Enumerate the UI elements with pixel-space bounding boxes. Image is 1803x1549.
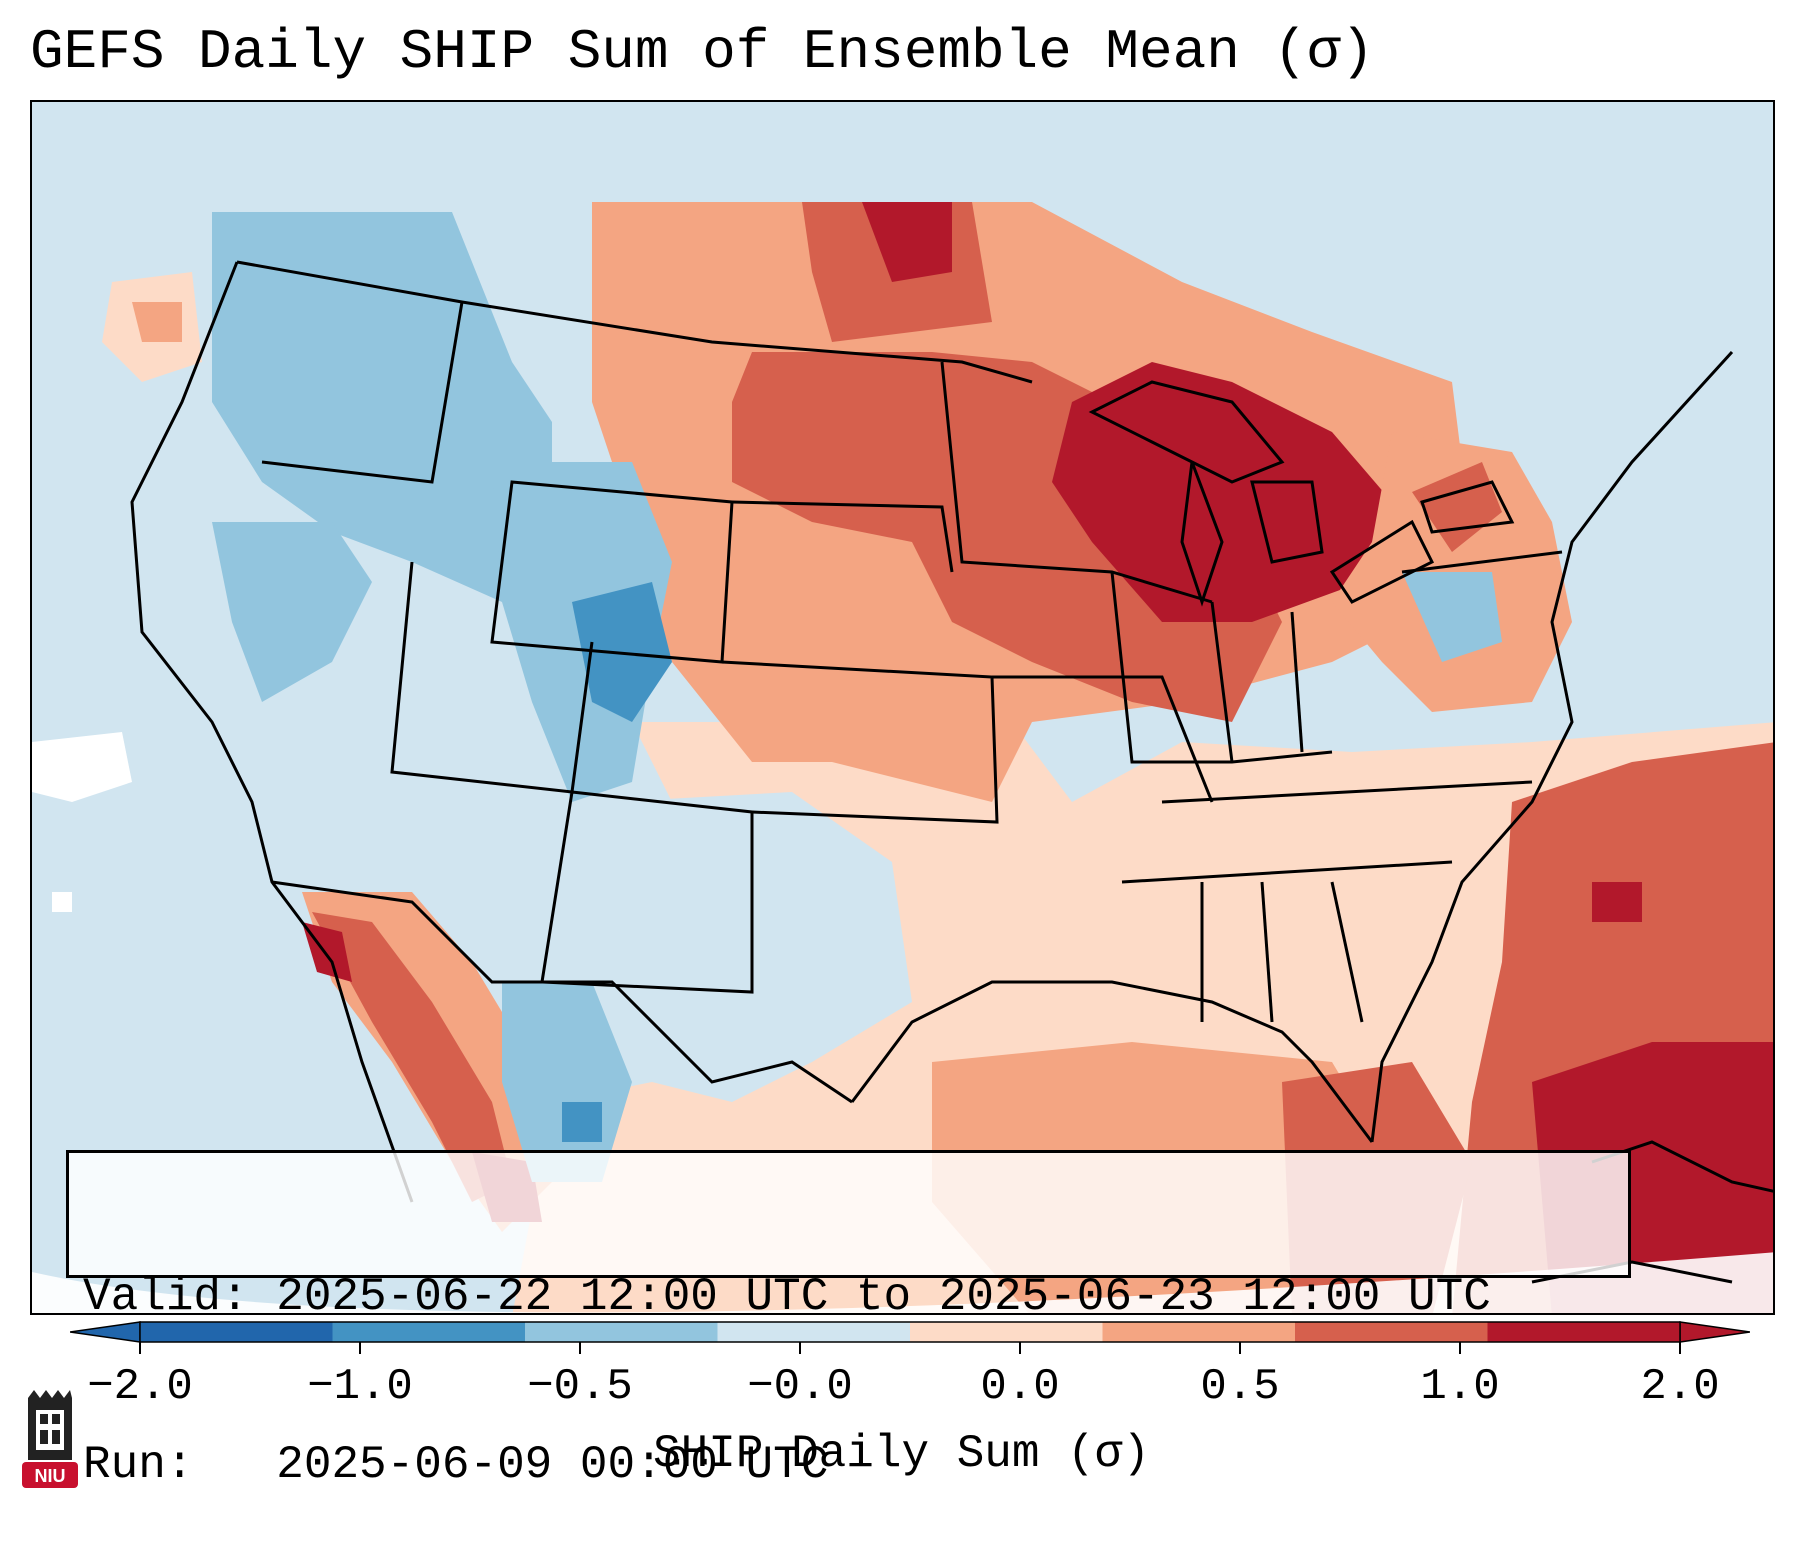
colorbar-extend-high <box>1679 1321 1750 1343</box>
colorbar-tick-label: 0.0 <box>980 1362 1060 1412</box>
colorbar-tick-label: −0.0 <box>747 1362 853 1412</box>
colorbar-outline <box>139 1321 1681 1343</box>
colorbar-tick-label: 2.0 <box>1640 1362 1720 1412</box>
colorbar-tick-label: 0.5 <box>1200 1362 1280 1412</box>
colorbar-tick-label: −2.0 <box>87 1362 193 1412</box>
niu-logo: NIU <box>22 1390 78 1488</box>
colorbar-label: SHIP Daily Sum (σ) <box>653 1428 1150 1480</box>
colorbar-tick-label: 1.0 <box>1420 1362 1500 1412</box>
colorbar-segment <box>1102 1322 1295 1342</box>
valid-run-info-box: Valid: 2025-06-22 12:00 UTC to 2025-06-2… <box>66 1150 1631 1491</box>
chart-title: GEFS Daily SHIP Sum of Ensemble Mean (σ) <box>30 20 1375 84</box>
colorbar-extend-low <box>70 1321 141 1343</box>
colorbar-tick-label: −1.0 <box>307 1362 413 1412</box>
colorbar-segment <box>717 1322 910 1342</box>
colorbar-segment <box>910 1322 1103 1342</box>
logo-text: NIU <box>35 1466 66 1486</box>
colorbar-segment <box>525 1322 718 1342</box>
colorbar-segment <box>140 1322 333 1342</box>
colorbar-segment <box>332 1322 525 1342</box>
colorbar <box>70 1321 1750 1354</box>
valid-time-text: Valid: 2025-06-22 12:00 UTC to 2025-06-2… <box>83 1271 1491 1323</box>
map-svg <box>32 102 1773 1313</box>
run-time-text: Run: 2025-06-09 00:00 UTC <box>83 1439 829 1491</box>
map-panel[interactable] <box>30 100 1775 1315</box>
colorbar-tick-label: −0.5 <box>527 1362 633 1412</box>
colorbar-segment <box>1295 1322 1488 1342</box>
colorbar-segment <box>1487 1322 1680 1342</box>
